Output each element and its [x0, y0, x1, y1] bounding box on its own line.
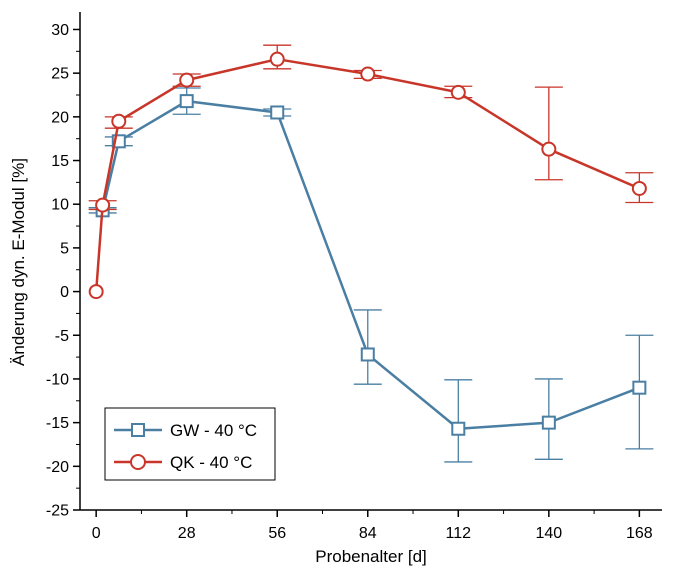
y-tick-label: 10: [51, 197, 69, 214]
data-point-square: [632, 380, 647, 395]
x-tick-label: 28: [178, 525, 196, 542]
data-point-circle: [269, 51, 285, 67]
data-point-circle: [360, 66, 376, 82]
legend: GW - 40 °C QK - 40 °C: [104, 407, 276, 481]
x-axis-title: Probenalter [d]: [315, 547, 427, 566]
error-bar: [444, 379, 473, 463]
y-tick-label: -5: [55, 328, 69, 345]
data-point-circle: [450, 84, 466, 100]
x-tick-label: 0: [92, 525, 101, 542]
y-tick-label: 5: [60, 240, 69, 257]
data-point-circle: [631, 180, 647, 196]
y-tick-label: -25: [46, 503, 69, 520]
legend-label-qk: QK - 40 °C: [170, 453, 252, 472]
data-point-square: [360, 347, 375, 362]
y-axis-title: Änderung dyn. E-Modul [%]: [9, 158, 28, 366]
x-tick-label: 140: [535, 525, 562, 542]
series-layer: [88, 44, 654, 463]
series-line: [101, 99, 640, 430]
data-point-square: [270, 105, 285, 120]
error-bar: [534, 86, 563, 181]
y-tick-label: 25: [51, 66, 69, 83]
y-tick-label: 0: [60, 284, 69, 301]
y-tick-label: 20: [51, 109, 69, 126]
data-point-circle: [541, 141, 557, 157]
legend-marker-qk: [130, 454, 146, 470]
error-bar: [353, 309, 382, 385]
data-point-circle: [88, 284, 104, 300]
x-ticks: 0 28 56 84 112 140 168: [92, 510, 653, 542]
data-point-circle: [111, 113, 127, 129]
data-point-circle: [179, 72, 195, 88]
data-point-square: [451, 421, 466, 436]
series-1: [88, 44, 654, 300]
data-point-circle: [95, 197, 111, 213]
legend-marker-gw: [131, 423, 145, 437]
x-tick-label: 112: [446, 525, 472, 542]
legend-label-gw: GW - 40 °C: [170, 421, 257, 440]
y-tick-label: -15: [46, 415, 69, 432]
data-point-square: [541, 415, 556, 430]
series-0: [88, 87, 654, 463]
y-tick-label: 30: [51, 22, 69, 39]
y-tick-label: -10: [46, 371, 69, 388]
x-tick-label: 84: [359, 525, 377, 542]
x-tick-label: 56: [268, 525, 286, 542]
y-tick-label: 15: [51, 153, 69, 170]
series-line: [94, 57, 640, 292]
x-tick-label: 168: [626, 525, 653, 542]
y-tick-label: -20: [46, 459, 69, 476]
data-point-square: [179, 94, 194, 109]
y-ticks: -25 -20 -15 -10 -5 0 5 10 15 20 25 30: [46, 22, 80, 520]
